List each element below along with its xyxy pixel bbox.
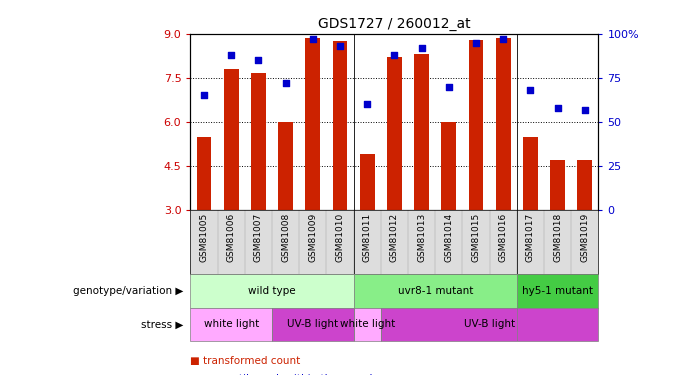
Point	[498, 36, 509, 42]
Point	[525, 87, 536, 93]
Bar	[387, 57, 402, 210]
Bar	[333, 41, 347, 210]
Point	[307, 36, 318, 42]
Text: genotype/variation ▶: genotype/variation ▶	[73, 286, 184, 296]
Text: GSM81008: GSM81008	[281, 213, 290, 262]
Point	[199, 93, 209, 99]
Text: uvr8-1 mutant: uvr8-1 mutant	[398, 286, 473, 296]
Bar	[469, 40, 483, 210]
Point	[389, 52, 400, 58]
Text: GSM81011: GSM81011	[362, 213, 372, 262]
Point	[253, 57, 264, 63]
Bar	[550, 160, 565, 210]
Bar	[190, 308, 272, 341]
Text: white light: white light	[203, 320, 259, 329]
Bar	[278, 122, 293, 210]
Bar	[272, 308, 354, 341]
Bar	[360, 154, 375, 210]
Text: UV-B light: UV-B light	[287, 320, 339, 329]
Text: white light: white light	[339, 320, 395, 329]
Text: wild type: wild type	[248, 286, 296, 296]
Text: GSM81016: GSM81016	[498, 213, 508, 262]
Point	[471, 40, 481, 46]
Bar	[517, 274, 598, 308]
Text: GSM81009: GSM81009	[308, 213, 318, 262]
Point	[335, 43, 345, 49]
Bar	[414, 54, 429, 210]
Text: GSM81012: GSM81012	[390, 213, 399, 262]
Text: UV-B light: UV-B light	[464, 320, 515, 329]
Text: GSM81014: GSM81014	[444, 213, 454, 262]
Text: GSM81019: GSM81019	[580, 213, 590, 262]
Bar	[441, 122, 456, 210]
Point	[579, 106, 590, 112]
Bar	[381, 308, 598, 341]
Point	[416, 45, 427, 51]
Bar	[197, 136, 211, 210]
Text: GSM81007: GSM81007	[254, 213, 263, 262]
Title: GDS1727 / 260012_at: GDS1727 / 260012_at	[318, 17, 471, 32]
Text: GSM81010: GSM81010	[335, 213, 345, 262]
Bar	[190, 274, 354, 308]
Bar	[305, 38, 320, 210]
Bar	[577, 160, 592, 210]
Bar	[523, 136, 538, 210]
Point	[552, 105, 563, 111]
Text: stress ▶: stress ▶	[141, 320, 184, 329]
Text: GSM81018: GSM81018	[553, 213, 562, 262]
Bar	[354, 308, 381, 341]
Point	[362, 101, 373, 107]
Point	[226, 52, 237, 58]
Text: GSM81005: GSM81005	[199, 213, 209, 262]
Text: GSM81006: GSM81006	[226, 213, 236, 262]
Bar	[251, 74, 266, 210]
Bar	[354, 274, 517, 308]
Bar	[496, 38, 511, 210]
Point	[443, 84, 454, 90]
Point	[280, 80, 291, 86]
Text: GSM81013: GSM81013	[417, 213, 426, 262]
Text: hy5-1 mutant: hy5-1 mutant	[522, 286, 593, 296]
Text: GSM81017: GSM81017	[526, 213, 535, 262]
Text: GSM81015: GSM81015	[471, 213, 481, 262]
Bar	[224, 69, 239, 210]
Text: ■ transformed count: ■ transformed count	[190, 356, 301, 366]
